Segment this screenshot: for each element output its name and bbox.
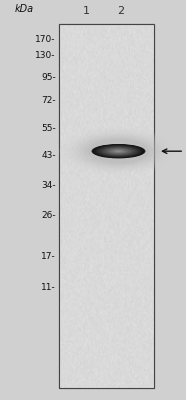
Text: 43-: 43- [41, 151, 56, 160]
Ellipse shape [79, 136, 158, 167]
Ellipse shape [101, 146, 136, 156]
Text: 11-: 11- [41, 283, 56, 292]
Bar [59, 24, 154, 388]
Ellipse shape [75, 134, 162, 168]
Text: 26-: 26- [41, 212, 56, 220]
Text: 95-: 95- [41, 74, 56, 82]
Ellipse shape [94, 144, 143, 158]
Ellipse shape [113, 150, 124, 153]
Text: 34-: 34- [41, 181, 56, 190]
Ellipse shape [111, 149, 126, 153]
Text: kDa: kDa [15, 4, 34, 14]
Ellipse shape [105, 148, 132, 155]
Ellipse shape [105, 148, 132, 155]
Ellipse shape [108, 148, 129, 154]
Ellipse shape [102, 147, 135, 156]
Bar [59, 24, 154, 388]
Ellipse shape [115, 150, 122, 152]
Ellipse shape [107, 148, 130, 154]
Ellipse shape [63, 129, 174, 173]
Ellipse shape [109, 149, 128, 154]
Text: 17-: 17- [41, 252, 56, 261]
Ellipse shape [114, 150, 123, 152]
Ellipse shape [95, 145, 142, 158]
Ellipse shape [87, 139, 150, 164]
Ellipse shape [71, 132, 166, 170]
Text: 1: 1 [83, 6, 90, 16]
Text: 55-: 55- [41, 124, 56, 133]
Ellipse shape [116, 151, 121, 152]
Ellipse shape [99, 146, 138, 156]
Text: 72-: 72- [41, 96, 56, 105]
Ellipse shape [117, 151, 120, 152]
Ellipse shape [112, 150, 125, 153]
Ellipse shape [92, 144, 145, 158]
Ellipse shape [67, 131, 170, 172]
Ellipse shape [100, 146, 137, 156]
Ellipse shape [103, 147, 134, 155]
Text: 130-: 130- [35, 52, 56, 60]
Ellipse shape [96, 145, 141, 157]
Ellipse shape [97, 146, 140, 157]
Text: 2: 2 [117, 6, 124, 16]
Ellipse shape [83, 137, 154, 165]
Ellipse shape [59, 128, 178, 175]
Ellipse shape [98, 146, 139, 157]
Ellipse shape [93, 144, 144, 158]
Text: 170-: 170- [35, 36, 56, 44]
Ellipse shape [110, 149, 127, 154]
